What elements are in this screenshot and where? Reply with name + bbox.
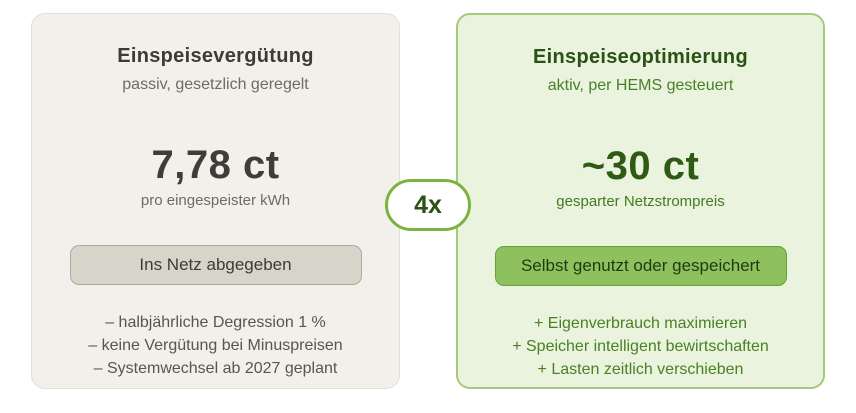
card-feed-in-tariff: Einspeisevergütung passiv, gesetzlich ge… (31, 13, 400, 389)
price-label: gesparter Netzstrompreis (556, 193, 725, 210)
price-value: 7,78 ct (151, 143, 280, 187)
card-subtitle: aktiv, per HEMS gesteuert (547, 77, 734, 94)
card-title: Einspeiseoptimierung (533, 46, 748, 68)
grid-export-tag: Ins Netz abgegeben (69, 245, 362, 285)
self-consumption-tag: Selbst genutzt oder gespeichert (494, 246, 787, 286)
list-item: + Speicher intelligent bewirtschaften (512, 338, 769, 355)
price-label: pro eingespeister kWh (140, 192, 291, 209)
card-subtitle: passiv, gesetzlich geregelt (122, 76, 309, 93)
price-value: ~30 ct (581, 144, 700, 188)
list-item: – Systemwechsel ab 2027 geplant (93, 360, 338, 377)
list-item: + Eigenverbrauch maximieren (534, 315, 747, 332)
benefits-list: + Eigenverbrauch maximieren + Speicher i… (458, 312, 823, 381)
drawbacks-list: – halbjährliche Degression 1 % – keine V… (32, 311, 399, 380)
card-title: Einspeisevergütung (117, 45, 314, 67)
card-feed-in-optimization: Einspeiseoptimierung aktiv, per HEMS ges… (456, 13, 825, 389)
list-item: – keine Vergütung bei Minuspreisen (88, 337, 343, 354)
multiplier-label: 4x (414, 190, 442, 219)
list-item: + Lasten zeitlich verschieben (537, 361, 744, 378)
list-item: – halbjährliche Degression 1 % (105, 314, 326, 331)
multiplier-badge: 4x (385, 179, 471, 231)
